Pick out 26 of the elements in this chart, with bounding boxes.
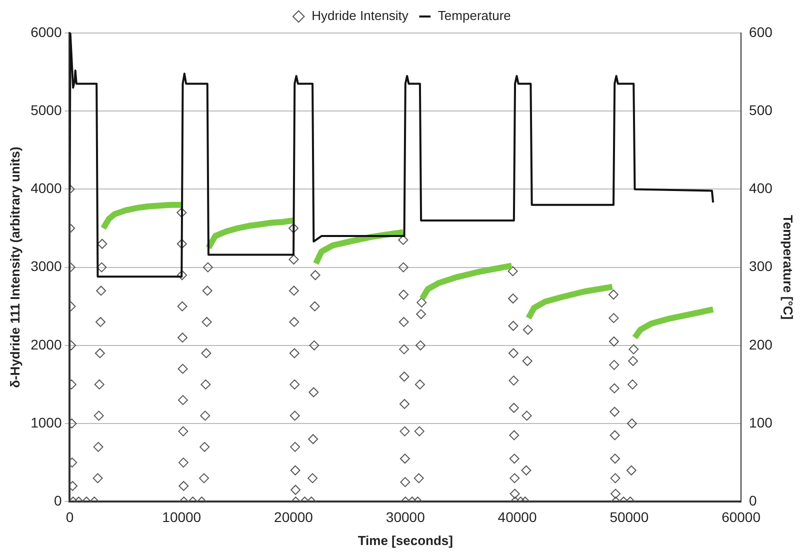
x-tick-label: 0: [66, 508, 74, 525]
x-tick-label: 10000: [162, 508, 202, 525]
y-tick-label: 0: [54, 492, 62, 508]
x-tick-label: 60000: [722, 508, 761, 525]
y2-tick-label: 600: [749, 24, 773, 40]
y2-axis-title: Temperature [°C]: [780, 214, 796, 320]
y2-tick-label: 0: [749, 492, 758, 508]
y-tick-label: 2000: [30, 336, 62, 352]
legend-label: Temperature: [438, 8, 511, 24]
y-tick-label: 1000: [30, 414, 62, 430]
y-axis-title: δ-Hydride 111 Intensity (arbitrary units): [7, 146, 22, 388]
legend-label: Hydride Intensity: [312, 8, 409, 24]
x-tick-label: 30000: [386, 508, 426, 525]
y-tick-label: 6000: [30, 24, 62, 40]
x-tick-label: 20000: [274, 508, 314, 525]
y2-tick-label: 200: [749, 336, 773, 352]
x-tick-label: 40000: [498, 508, 537, 525]
y-tick-label: 4000: [30, 180, 62, 196]
x-axis-title: Time [seconds]: [358, 532, 453, 548]
y2-tick-label: 300: [749, 258, 773, 274]
y-tick-label: 3000: [30, 258, 62, 274]
y-tick-label: 5000: [30, 102, 62, 118]
x-tick-label: 50000: [610, 508, 649, 525]
y2-tick-label: 400: [749, 180, 773, 196]
y2-tick-label: 500: [749, 102, 773, 118]
y2-tick-label: 100: [749, 414, 773, 430]
